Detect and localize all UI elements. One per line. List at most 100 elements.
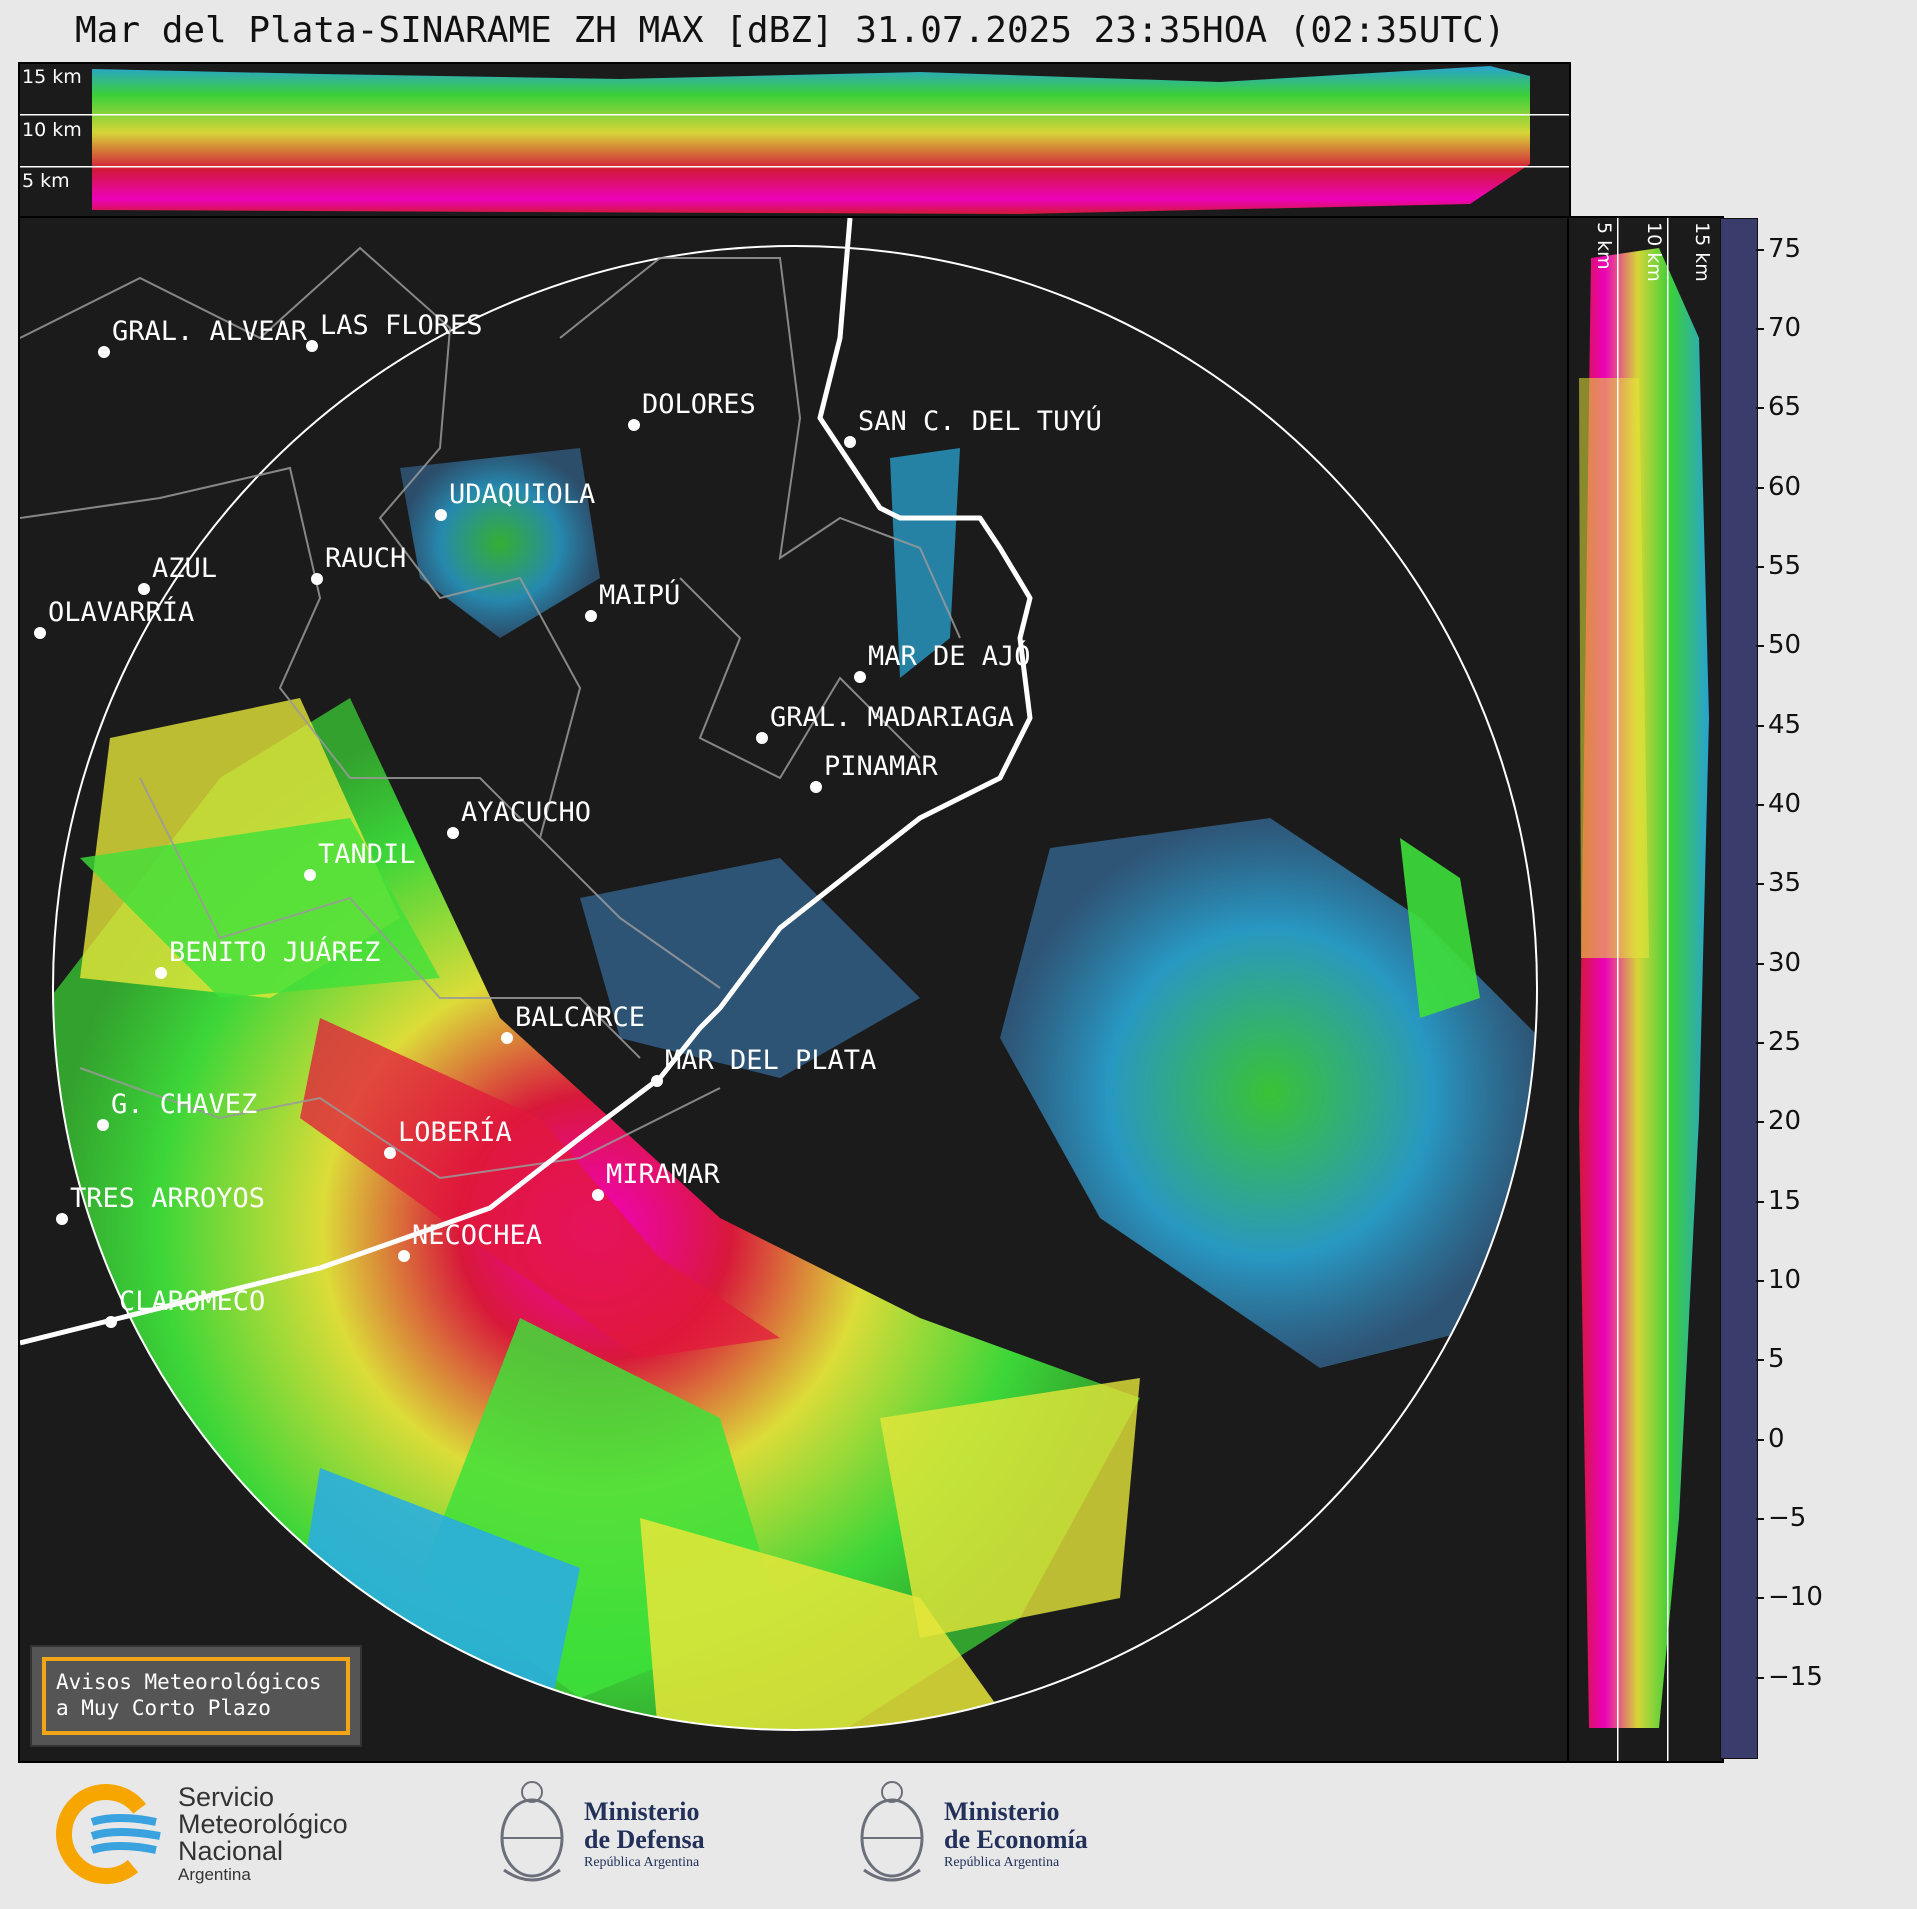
colorbar-tick-mark bbox=[1756, 1518, 1764, 1520]
city-label: LAS FLORES bbox=[320, 310, 483, 341]
colorbar-tick-mark bbox=[1756, 1359, 1764, 1362]
avisos-line2: a Muy Corto Plazo bbox=[56, 1696, 271, 1720]
side-height-label-5: 5 km bbox=[1593, 222, 1615, 270]
smn-emblem-icon bbox=[56, 1784, 161, 1884]
side-height-label-15: 15 km bbox=[1691, 222, 1713, 282]
city-label: SAN C. DEL TUYÚ bbox=[858, 406, 1102, 437]
defensa-logo: Ministerio de Defensa República Argentin… bbox=[494, 1774, 754, 1894]
city-marker bbox=[306, 340, 318, 352]
colorbar-tick-label: 60 bbox=[1768, 471, 1802, 502]
city-label: NECOCHEA bbox=[412, 1220, 543, 1251]
city-marker bbox=[105, 1316, 117, 1328]
city-marker bbox=[155, 967, 167, 979]
colorbar-tick-mark bbox=[1756, 883, 1764, 886]
colorbar-tick-mark bbox=[1756, 248, 1764, 251]
colorbar-tick-label: 55 bbox=[1768, 551, 1802, 582]
city-marker bbox=[304, 869, 316, 881]
colorbar-tick-label: 75 bbox=[1768, 233, 1802, 264]
city-marker bbox=[756, 732, 768, 744]
colorbar-tick-mark bbox=[1756, 566, 1764, 569]
economia-line1: Ministerio bbox=[944, 1797, 1060, 1826]
avisos-legend-box: Avisos Meteorológicos a Muy Corto Plazo bbox=[30, 1645, 362, 1747]
colorbar-tick-label: 25 bbox=[1768, 1027, 1802, 1058]
city-marker bbox=[97, 1119, 109, 1131]
economia-logo: Ministerio de Economía República Argenti… bbox=[854, 1774, 1134, 1894]
city-marker bbox=[628, 419, 640, 431]
colorbar-tick-label: 15 bbox=[1768, 1185, 1802, 1216]
colorbar-tick-label: 70 bbox=[1768, 313, 1802, 344]
colorbar-tick-label: 50 bbox=[1768, 630, 1802, 661]
city-label: BALCARCE bbox=[515, 1002, 646, 1033]
city-marker bbox=[435, 509, 447, 521]
colorbar-tick-label: 35 bbox=[1768, 868, 1802, 899]
city-marker bbox=[854, 671, 866, 683]
colorbar-tick-mark bbox=[1756, 486, 1764, 489]
avisos-legend-text: Avisos Meteorológicos a Muy Corto Plazo bbox=[42, 1657, 350, 1735]
colorbar-tick-label: 5 bbox=[1768, 1344, 1785, 1375]
city-marker bbox=[138, 583, 150, 595]
colorbar-tick-label: 65 bbox=[1768, 392, 1802, 423]
height-label-15: 15 km bbox=[22, 66, 82, 88]
city-label: MIRAMAR bbox=[606, 1159, 720, 1190]
avisos-line1: Avisos Meteorológicos bbox=[56, 1670, 322, 1694]
colorbar-tick-mark bbox=[1756, 962, 1764, 965]
city-label: CLAROMECO bbox=[119, 1286, 266, 1317]
city-label: AYACUCHO bbox=[461, 797, 592, 828]
city-label: PINAMAR bbox=[824, 751, 938, 782]
city-marker bbox=[447, 827, 459, 839]
dbz-colorbar bbox=[1720, 218, 1758, 1759]
colorbar-tick-label: 20 bbox=[1768, 1106, 1802, 1137]
colorbar-tick-label: 0 bbox=[1768, 1423, 1785, 1454]
colorbar-tick-mark bbox=[1756, 407, 1764, 410]
economia-line2: de Economía bbox=[944, 1825, 1088, 1854]
city-marker bbox=[651, 1075, 663, 1087]
city-label: G. CHAVEZ bbox=[111, 1089, 258, 1120]
coat-of-arms-icon bbox=[500, 1781, 564, 1882]
colorbar-tick-label: 10 bbox=[1768, 1265, 1802, 1296]
map-title: Mar del Plata-SINARAME ZH MAX [dBZ] 31.0… bbox=[75, 10, 1506, 51]
colorbar-tick-mark bbox=[1756, 804, 1764, 807]
colorbar-tick-mark bbox=[1756, 1121, 1764, 1124]
city-label: TRES ARROYOS bbox=[70, 1183, 266, 1214]
height-label-5: 5 km bbox=[22, 170, 70, 192]
city-marker bbox=[844, 436, 856, 448]
colorbar-tick-mark bbox=[1756, 645, 1764, 648]
city-label: GRAL. ALVEAR bbox=[112, 316, 308, 347]
colorbar-tick-mark bbox=[1756, 1042, 1764, 1045]
defensa-line1: Ministerio bbox=[584, 1797, 700, 1826]
smn-line1: Servicio bbox=[178, 1782, 275, 1812]
city-label: GRAL. MADARIAGA bbox=[770, 702, 1014, 733]
defensa-line3: República Argentina bbox=[584, 1855, 700, 1870]
colorbar-tick-mark bbox=[1756, 1280, 1764, 1283]
city-label: MAR DE AJÓ bbox=[868, 641, 1031, 672]
height-label-10: 10 km bbox=[22, 119, 82, 141]
coat-of-arms-icon bbox=[860, 1781, 924, 1882]
radar-image bbox=[20, 218, 1538, 1731]
colorbar-tick-mark bbox=[1756, 328, 1764, 331]
smn-line3: Nacional bbox=[178, 1836, 284, 1866]
city-label: TANDIL bbox=[318, 839, 416, 870]
city-marker bbox=[501, 1032, 513, 1044]
city-label: MAR DEL PLATA bbox=[665, 1045, 877, 1076]
city-marker bbox=[810, 781, 822, 793]
side-height-label-10: 10 km bbox=[1643, 222, 1665, 282]
city-marker bbox=[592, 1189, 604, 1201]
city-label: UDAQUIOLA bbox=[449, 479, 596, 510]
side-cross-section-image bbox=[1579, 218, 1709, 1761]
smn-line2: Meteorológico bbox=[178, 1809, 348, 1839]
city-marker bbox=[398, 1250, 410, 1262]
city-marker bbox=[56, 1213, 68, 1225]
colorbar-tick-label: 40 bbox=[1768, 789, 1802, 820]
smn-line4: Argentina bbox=[178, 1865, 251, 1884]
city-marker bbox=[311, 573, 323, 585]
city-marker bbox=[585, 610, 597, 622]
city-marker bbox=[98, 346, 110, 358]
city-marker bbox=[34, 627, 46, 639]
colorbar-tick-mark bbox=[1756, 1597, 1764, 1600]
colorbar-tick-label: −5 bbox=[1768, 1503, 1807, 1533]
radar-map[interactable]: GRAL. ALVEAR LAS FLORES DOLORES SAN C. DEL … bbox=[18, 216, 1571, 1763]
top-cross-section-image bbox=[20, 66, 1569, 214]
economia-line3: República Argentina bbox=[944, 1855, 1060, 1870]
colorbar-tick-mark bbox=[1756, 1676, 1764, 1679]
colorbar-tick-label: −10 bbox=[1768, 1582, 1823, 1613]
